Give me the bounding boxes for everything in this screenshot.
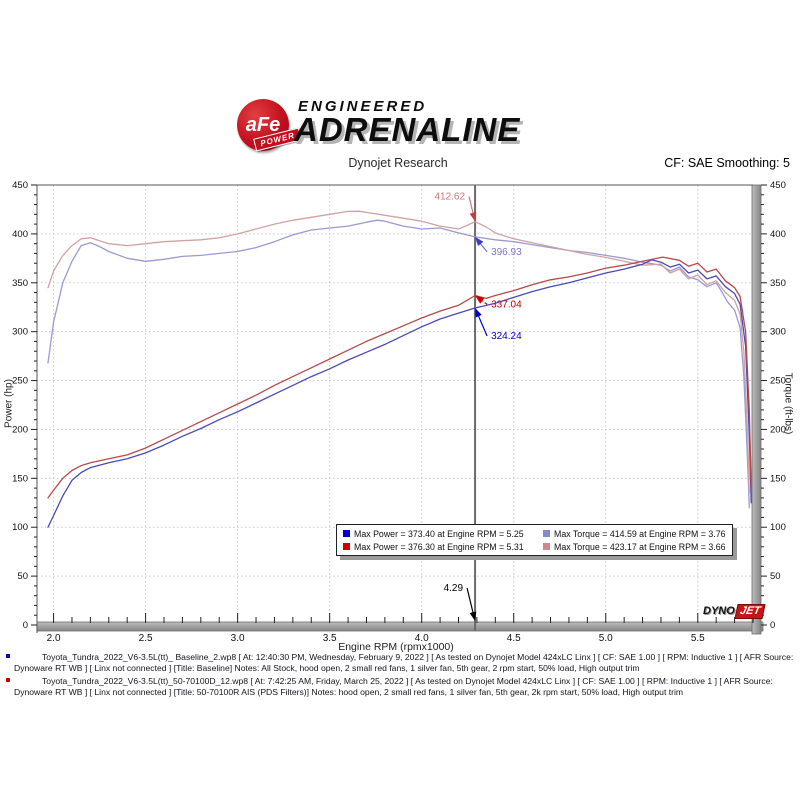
brand-adrenaline-text: ADRENALINE (294, 111, 521, 148)
svg-text:450: 450 (770, 180, 786, 191)
svg-text:5.5: 5.5 (691, 633, 705, 644)
cursor-annotations: 412.62 396.93 337.04 324.24 4.29 (434, 192, 522, 621)
right-axis-bar (751, 184, 762, 635)
svg-text:50: 50 (770, 571, 781, 582)
svg-text:0: 0 (23, 620, 28, 631)
plot-frame (36, 184, 753, 633)
axis-tick-labels: 2.0 2.5 3.0 3.5 4.0 4.5 5.0 5.5 0 0 50 50 100 100 150 1… (12, 180, 786, 644)
grid-lines (37, 185, 753, 625)
cf-smoothing-label: CF: SAE Smoothing: 5 (664, 156, 790, 170)
series-baseline-torque (47, 219, 750, 509)
legend-label: Max Power = 373.40 at Engine RPM = 5.25 (354, 528, 524, 539)
dynojet-logo: DYNO JET (703, 604, 766, 619)
svg-text:400: 400 (770, 229, 786, 240)
svg-text:2.5: 2.5 (139, 633, 153, 644)
legend-swatch-icon (343, 543, 350, 550)
footnote-baseline-text: Toyota_Tundra_2022_V6-3.5L(tt)_ Baseline… (14, 652, 794, 673)
legend-box: Max Power = 373.40 at Engine RPM = 5.25 M… (336, 524, 733, 556)
baseline-run-bullet-icon (6, 654, 10, 658)
series-modified-torque (47, 210, 750, 494)
legend-item: Max Power = 373.40 at Engine RPM = 5.25 (343, 528, 535, 539)
annotation-396.93: 396.93 (491, 247, 522, 258)
svg-text:4.5: 4.5 (507, 633, 521, 644)
legend-item: Max Power = 376.30 at Engine RPM = 5.31 (343, 541, 535, 552)
x-axis-bar (36, 621, 764, 632)
svg-text:250: 250 (12, 376, 28, 387)
svg-text:400: 400 (12, 229, 28, 240)
legend-swatch-icon (343, 530, 350, 537)
svg-text:150: 150 (770, 473, 786, 484)
svg-text:200: 200 (12, 424, 28, 435)
annotation-4.29: 4.29 (444, 583, 464, 594)
annotation-337.04: 337.04 (491, 299, 522, 310)
run-footnotes: Toyota_Tundra_2022_V6-3.5L(tt)_ Baseline… (6, 652, 794, 700)
svg-text:2.0: 2.0 (47, 633, 61, 644)
svg-text:450: 450 (12, 180, 28, 191)
svg-text:50: 50 (17, 571, 28, 582)
legend-item: Max Torque = 423.17 at Engine RPM = 3.66 (543, 541, 726, 552)
legend-swatch-icon (543, 543, 550, 550)
footnote-baseline-run: Toyota_Tundra_2022_V6-3.5L(tt)_ Baseline… (6, 652, 794, 674)
svg-text:300: 300 (770, 327, 786, 338)
chart-title: Dynojet Research (348, 156, 448, 170)
legend-label: Max Power = 376.30 at Engine RPM = 5.31 (354, 541, 524, 552)
svg-text:3.5: 3.5 (323, 633, 337, 644)
afe-power-logo: aFe POWER ENGINEERED ADRENALINE (234, 96, 574, 156)
modified-run-bullet-icon (6, 678, 10, 682)
svg-text:350: 350 (770, 278, 786, 289)
series-baseline-power (47, 259, 752, 528)
svg-text:250: 250 (770, 376, 786, 387)
footnote-modified-text: Toyota_Tundra_2022_V6-3.5L(tt)_50-70100D… (14, 676, 773, 697)
annotation-412.62: 412.62 (434, 192, 465, 203)
legend-swatch-icon (543, 530, 550, 537)
y-axis-label-torque: Torque (ft-lbs) (782, 372, 794, 435)
annotation-324.24: 324.24 (491, 331, 522, 342)
svg-text:100: 100 (770, 522, 786, 533)
svg-text:150: 150 (12, 473, 28, 484)
svg-text:100: 100 (12, 522, 28, 533)
legend-item: Max Torque = 414.59 at Engine RPM = 3.76 (543, 528, 726, 539)
x-axis-label-rpm: Engine RPM (rpmx1000) (338, 641, 454, 653)
svg-text:350: 350 (12, 278, 28, 289)
svg-text:300: 300 (12, 327, 28, 338)
axis-ticks (31, 184, 767, 626)
svg-text:200: 200 (770, 424, 786, 435)
svg-text:3.0: 3.0 (231, 633, 245, 644)
footnote-modified-run: Toyota_Tundra_2022_V6-3.5L(tt)_50-70100D… (6, 676, 794, 698)
series-modified-power (47, 256, 752, 499)
dynojet-logo-jet-text: JET (734, 604, 766, 619)
svg-text:5.0: 5.0 (599, 633, 613, 644)
brand-engineered-text: ENGINEERED (298, 98, 428, 115)
svg-text:4.0: 4.0 (415, 633, 429, 644)
legend-label: Max Torque = 414.59 at Engine RPM = 3.76 (554, 528, 726, 539)
svg-text:0: 0 (770, 620, 775, 631)
y-axis-label-power: Power (hp) (3, 379, 15, 428)
legend-label: Max Torque = 423.17 at Engine RPM = 3.66 (554, 541, 726, 552)
dynojet-logo-dyno-text: DYNO (703, 605, 735, 617)
